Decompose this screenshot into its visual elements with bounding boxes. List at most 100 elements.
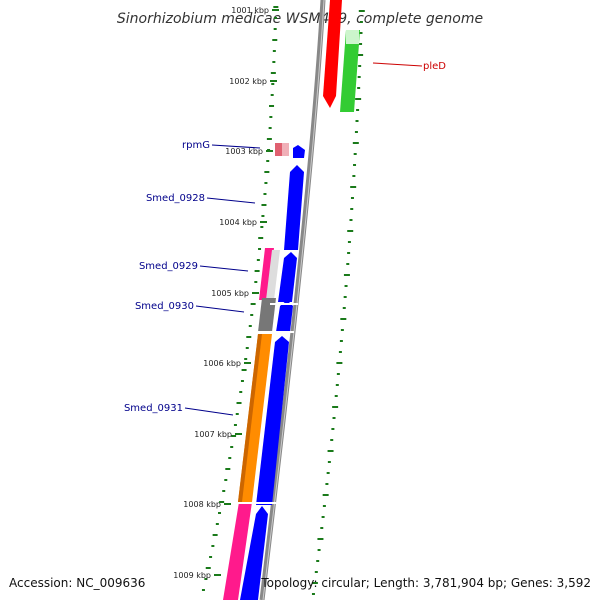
gene-forward-6 (240, 506, 268, 600)
gc-dot (327, 461, 331, 463)
gc-dot (346, 263, 350, 265)
gc-dot (270, 94, 274, 96)
kbp-tick-mark (270, 80, 277, 82)
kbp-tick-label: 1003 kbp (225, 147, 263, 156)
gc-dot (231, 435, 237, 437)
kbp-tick-label: 1005 kbp (211, 289, 249, 298)
gc-dot (254, 281, 258, 283)
gc-dot (358, 65, 362, 67)
gene-pleD (340, 30, 360, 112)
gc-dot (317, 538, 324, 540)
gc-dot (350, 197, 354, 199)
kbp-tick-mark (260, 221, 267, 223)
gene-forward-4 (276, 300, 293, 332)
gc-dot (357, 76, 361, 78)
gc-dot (236, 402, 242, 404)
gc-dot (218, 512, 222, 514)
gc-dot (322, 505, 326, 507)
gc-dot (355, 98, 362, 100)
genome-backbone-highlight (262, 0, 325, 600)
gc-dot (359, 32, 363, 34)
map-title: Sinorhizobium medicae WSM419, complete g… (117, 11, 483, 27)
kbp-tick-label: 1009 kbp (173, 571, 211, 580)
gc-dot (233, 424, 237, 426)
gene-leader-line (372, 62, 423, 67)
gc-dot (340, 329, 344, 331)
gc-dot (357, 54, 364, 56)
gc-dot (268, 127, 272, 129)
gene-Smed_0929-light (266, 250, 280, 300)
kbp-tick-mark (266, 150, 273, 152)
kbp-tick-mark (214, 574, 221, 576)
gc-dot (311, 582, 318, 584)
gene-labels: pleD rpmG Smed_0928 Smed_0929 Smed_0930 Smed_… (124, 61, 446, 416)
gc-dot (204, 578, 208, 580)
gc-dot (343, 296, 347, 298)
gc-dot (263, 193, 267, 195)
gc-dot (272, 50, 276, 52)
gc-dot (241, 369, 247, 371)
gc-dot (349, 219, 353, 221)
kbp-tick-label: 1008 kbp (183, 500, 221, 509)
gc-dot (258, 237, 264, 239)
gc-dot (271, 83, 275, 85)
gc-dot (358, 10, 365, 12)
gene-leader-line (195, 305, 245, 313)
gene-Smed_0931-stripe (238, 334, 262, 502)
kbp-tick-mark (244, 362, 251, 364)
gc-dot (244, 358, 248, 360)
gene-forward-2 (284, 165, 304, 250)
gc-dot (272, 61, 276, 63)
gc-dot (347, 230, 354, 232)
gc-dot (230, 446, 234, 448)
gc-dot (326, 472, 330, 474)
gc-dot (211, 545, 215, 547)
gc-dot (332, 406, 339, 408)
gc-dot (359, 43, 363, 45)
gc-dot (228, 457, 232, 459)
gc-dot (311, 593, 315, 595)
gc-dot (239, 391, 243, 393)
gene-magenta-bottom (223, 502, 252, 600)
kbp-tick-mark (252, 292, 259, 294)
gc-dot (215, 523, 219, 525)
gene-forward-1 (293, 145, 305, 158)
genome-backbone (259, 0, 326, 600)
gc-dot (350, 186, 357, 188)
gc-dot (240, 380, 244, 382)
gc-dot (235, 413, 239, 415)
gc-dot (321, 516, 325, 518)
gc-dot (317, 549, 321, 551)
gc-dot (222, 490, 226, 492)
gc-dot (354, 131, 358, 133)
kbp-tick-label: 1001 kbp (231, 6, 269, 15)
gc-dot (339, 340, 343, 342)
gc-dot (272, 39, 278, 41)
gc-dot (245, 347, 249, 349)
gc-dot (209, 556, 213, 558)
gc-dot (343, 274, 350, 276)
gene-Smed_0929 (259, 248, 274, 300)
gc-dot (219, 501, 225, 503)
kbp-tick-label: 1007 kbp (194, 430, 232, 439)
gc-dot (266, 138, 272, 140)
gc-dot (246, 336, 252, 338)
gc-dot (261, 215, 265, 217)
kbp-tick-label: 1006 kbp (203, 359, 241, 368)
gc-dot (314, 571, 318, 573)
gc-dot (316, 560, 320, 562)
kbp-tick-mark (235, 433, 242, 435)
gc-skew-dots-left (201, 6, 279, 591)
gene-label-Smed_0929: Smed_0929 (139, 261, 198, 272)
gene-red-reverse (323, 0, 342, 108)
kbp-tick-mark (272, 9, 279, 11)
gene-rpmG-highlight (282, 143, 289, 156)
gc-dot (325, 483, 329, 485)
gc-dot (320, 527, 324, 529)
gc-dot (347, 252, 351, 254)
gc-dot (212, 534, 218, 536)
gc-dot (273, 28, 277, 30)
gc-dot (353, 164, 357, 166)
gc-dot (336, 362, 343, 364)
gc-dot (356, 109, 360, 111)
